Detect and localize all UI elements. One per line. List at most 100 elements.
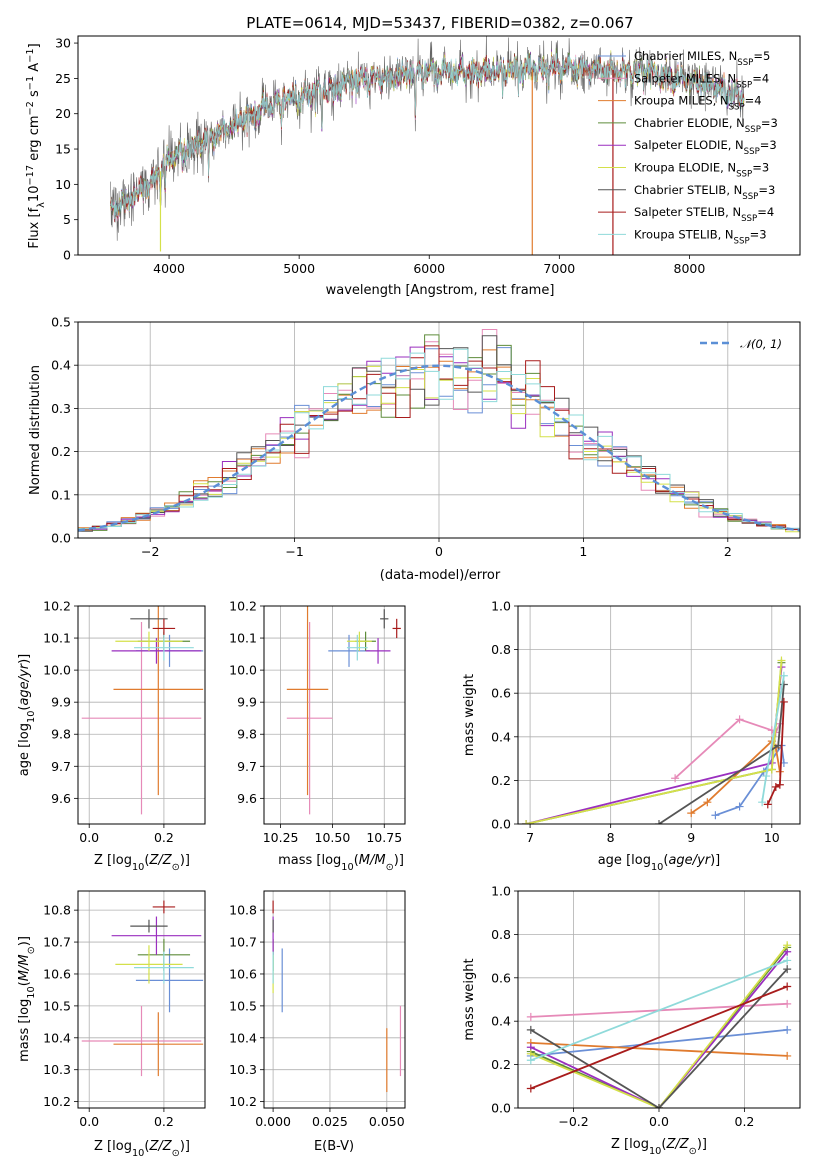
x-tick-label: 0.000: [255, 1114, 291, 1129]
y-tick-label: 5: [63, 212, 71, 227]
weight-marker-kroupa_miles: [687, 809, 696, 818]
axes-frame: [77, 35, 801, 256]
legend-label-kroupa_miles: Kroupa MILES, NSSP=4: [634, 94, 762, 113]
y-tick-label: 30: [55, 36, 71, 51]
axes-frame: [263, 890, 406, 1109]
y-tick-label: 10.6: [229, 966, 257, 981]
y-tick-label: 0.4: [491, 1014, 511, 1029]
weight-marker-kroupa_elodie: [767, 765, 776, 774]
axes-mass_vs_Z: 0.0 0.2 10.2 10.3 10.4 10.5 10.6 10.7 10.8: [43, 890, 206, 1129]
plot-area: [264, 606, 405, 824]
weight-marker-chabrier_miles: [783, 1025, 792, 1034]
y-tick-label: 10.4: [229, 1030, 257, 1045]
residual-ylabel: Normed distribution: [28, 365, 43, 495]
x-tick-label: 6000: [413, 261, 445, 276]
weight-marker-chabrier_stelib: [526, 1025, 535, 1034]
weight-line-chabrier_miles: [530, 1029, 788, 1057]
weight-line-kroupa_stelib: [530, 959, 788, 1062]
weight-marker-salpeter_stelib: [763, 800, 772, 809]
plot-area: [78, 322, 800, 538]
axes-spectrum: 4000 5000 6000 7000 8000 0 5 10 15 20 25 30: [55, 35, 801, 276]
y-tick-label: 10: [55, 177, 71, 192]
legend-label-kroupa_stelib: Kroupa STELIB, NSSP=3: [634, 227, 767, 246]
plot-area: [78, 891, 205, 1108]
x-tick-label: 0.050: [369, 1114, 405, 1129]
ylabel-mass_weight_vs_age: mass weight: [462, 674, 477, 756]
y-tick-label: 0.8: [491, 642, 511, 657]
y-tick-label: 0.1: [51, 487, 71, 502]
y-tick-label: 15: [55, 142, 71, 157]
x-tick-label: 9: [687, 830, 695, 845]
weight-marker-salpeter_miles: [783, 999, 792, 1008]
weight-line-chabrier_stelib: [530, 968, 788, 1108]
spectrum-legend: Chabrier MILES, NSSP=5 Salpeter MILES, NS…: [598, 49, 778, 246]
plot-area: [110, 36, 745, 255]
weight-marker-salpeter_stelib: [771, 782, 780, 791]
y-tick-label: 0.5: [51, 315, 71, 330]
y-tick-label: 0.4: [491, 729, 511, 744]
x-tick-label: 2: [724, 544, 732, 559]
ylabel-mass_vs_Z: mass [log10(M/M⊙)]: [17, 936, 37, 1062]
y-tick-label: 10.3: [229, 1062, 257, 1077]
axes-mass_weight_vs_age: 7 8 9 10 0.0 0.2 0.4 0.6 0.8 1.0: [491, 599, 801, 845]
plot-area: [518, 891, 800, 1108]
weight-marker-salpeter_stelib: [779, 697, 788, 706]
legend-label-salpeter_elodie: Salpeter ELODIE, NSSP=3: [634, 138, 777, 157]
plot-area: [518, 606, 800, 824]
xlabel-age_vs_Z: Z [log10(Z/Z⊙)]: [94, 853, 190, 873]
y-tick-label: 10.5: [43, 998, 71, 1013]
residual-hist-salpeter_stelib: [78, 345, 800, 531]
y-tick-label: 0: [63, 248, 71, 263]
x-tick-label: 7: [526, 830, 534, 845]
x-tick-label: 4000: [153, 261, 185, 276]
y-tick-label: 10.8: [43, 903, 71, 918]
axes-age_vs_Z: 0.0 0.2 9.6 9.7 9.8 9.9 10.0 10.1 10.2: [43, 599, 206, 845]
spectrum-xlabel: wavelength [Angstrom, rest frame]: [326, 283, 555, 298]
y-tick-label: 9.8: [51, 727, 71, 742]
y-tick-label: 10.5: [229, 998, 257, 1013]
weight-marker-kroupa_stelib: [783, 956, 792, 965]
y-tick-label: 10.4: [43, 1030, 71, 1045]
weight-marker-salpeter_miles: [526, 1012, 535, 1021]
y-tick-label: 10.3: [43, 1062, 71, 1077]
legend-label-chabrier_elodie: Chabrier ELODIE, NSSP=3: [634, 116, 778, 135]
x-tick-label: 0.0: [649, 1114, 669, 1129]
weight-line-chabrier_elodie: [525, 662, 783, 824]
plot-area: [264, 891, 405, 1108]
weight-marker-chabrier_stelib: [783, 965, 792, 974]
xlabel-mass_vs_Z: Z [log10(Z/Z⊙)]: [94, 1139, 190, 1159]
xlabel-mass_weight_vs_Z: Z [log10(Z/Z⊙)]: [611, 1137, 707, 1157]
weight-marker-kroupa_stelib: [526, 1056, 535, 1065]
weight-marker-kroupa_miles: [783, 1051, 792, 1060]
x-tick-label: 0.2: [154, 830, 174, 845]
ylabel-mass_weight_vs_Z: mass weight: [462, 958, 477, 1040]
residual-xlabel: (data-model)/error: [380, 568, 501, 583]
x-tick-label: 0.025: [312, 1114, 348, 1129]
residual-hist-kroupa_stelib: [78, 348, 800, 530]
weight-marker-chabrier_miles: [711, 811, 720, 820]
legend-label-kroupa_elodie: Kroupa ELODIE, NSSP=3: [634, 161, 769, 180]
x-tick-label: 8: [607, 830, 615, 845]
y-tick-label: 0.0: [51, 531, 71, 546]
xlabel-mass_vs_ebv: E(B-V): [314, 1139, 354, 1154]
legend-label-salpeter_miles: Salpeter MILES, NSSP=4: [634, 71, 769, 90]
x-tick-label: 10.50: [315, 830, 351, 845]
y-tick-label: 0.2: [51, 444, 71, 459]
weight-marker-kroupa_elodie: [777, 656, 786, 665]
legend-label-salpeter_stelib: Salpeter STELIB, NSSP=4: [634, 205, 774, 224]
x-tick-label: −1: [285, 544, 303, 559]
y-tick-label: 9.7: [51, 759, 71, 774]
y-tick-label: 10.8: [229, 903, 257, 918]
weight-marker-chabrier_stelib: [779, 680, 788, 689]
y-tick-label: 10.7: [43, 935, 71, 950]
y-tick-label: 10.1: [229, 631, 257, 646]
x-tick-label: 0.2: [154, 1114, 174, 1129]
y-tick-label: 1.0: [491, 599, 511, 614]
weight-line-salpeter_stelib: [530, 985, 788, 1090]
y-tick-label: 0.3: [51, 401, 71, 416]
normal-pdf-line: [78, 364, 800, 532]
y-tick-label: 10.2: [43, 1094, 71, 1109]
axes-frame: [77, 605, 206, 825]
weight-line-kroupa_elodie: [525, 660, 783, 824]
axes-residuals: −2 −1 0 1 2 0.0 0.1 0.2 0.3 0.4 0.5: [51, 315, 801, 559]
